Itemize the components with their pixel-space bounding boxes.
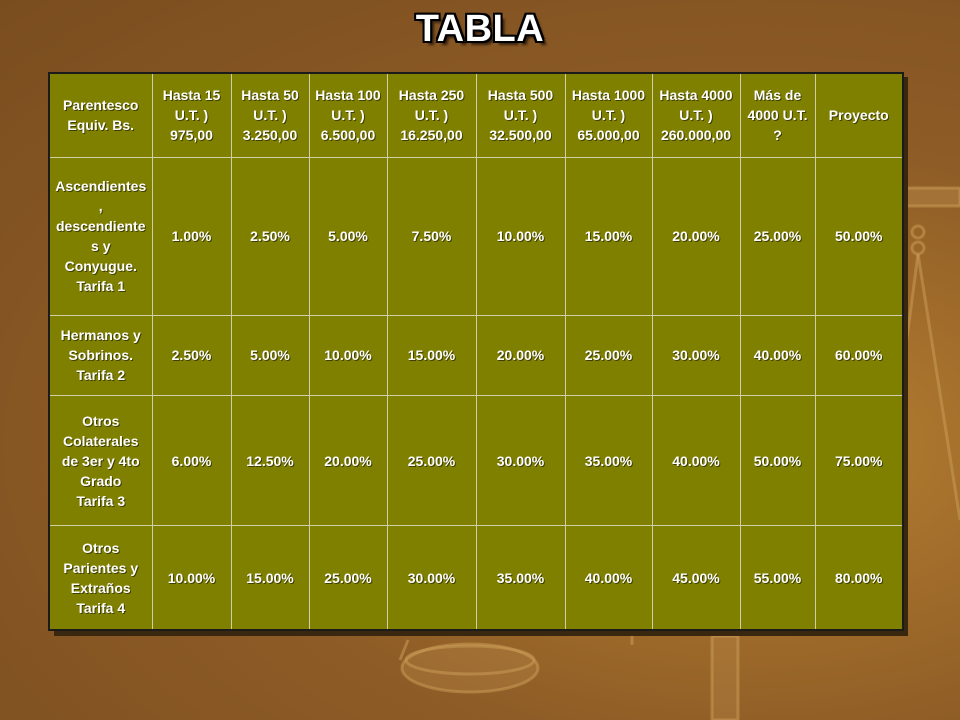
table-cell: 10.00% (151, 525, 232, 631)
column-header: Más de 4000 U.T. ? (739, 72, 816, 158)
tariff-table: Parentesco Equiv. Bs. Hasta 15 U.T. ) 97… (48, 72, 904, 631)
table-row: Hermanos y Sobrinos. Tarifa 2 2.50% 5.00… (48, 314, 904, 397)
table-cell: 35.00% (564, 395, 653, 527)
column-header: Hasta 4000 U.T. ) 260.000,00 (651, 72, 741, 158)
column-header: Hasta 50 U.T. ) 3.250,00 (230, 72, 310, 158)
table-cell: 20.00% (475, 314, 566, 397)
table-cell: 50.00% (739, 395, 816, 527)
table-cell: 5.00% (308, 156, 388, 316)
table-header-row: Parentesco Equiv. Bs. Hasta 15 U.T. ) 97… (48, 72, 904, 158)
row-label: Otros Parientes y Extraños Tarifa 4 (48, 525, 153, 631)
table-row: Otros Parientes y Extraños Tarifa 4 10.0… (48, 525, 904, 631)
table-cell: 35.00% (475, 525, 566, 631)
table-cell: 6.00% (151, 395, 232, 527)
table-cell: 5.00% (230, 314, 310, 397)
table-cell: 25.00% (308, 525, 388, 631)
table-cell: 55.00% (739, 525, 816, 631)
table-cell: 25.00% (386, 395, 477, 527)
table-cell: 2.50% (151, 314, 232, 397)
table-cell: 40.00% (651, 395, 741, 527)
table-cell: 60.00% (814, 314, 904, 397)
column-header: Hasta 1000 U.T. ) 65.000,00 (564, 72, 653, 158)
column-header: Parentesco Equiv. Bs. (48, 72, 153, 158)
column-header: Hasta 250 U.T. ) 16.250,00 (386, 72, 477, 158)
table-cell: 40.00% (739, 314, 816, 397)
table-cell: 10.00% (308, 314, 388, 397)
table-row: Otros Colaterales de 3er y 4to Grado Tar… (48, 395, 904, 527)
table-cell: 15.00% (564, 156, 653, 316)
table-cell: 25.00% (739, 156, 816, 316)
table-cell: 12.50% (230, 395, 310, 527)
table-cell: 15.00% (386, 314, 477, 397)
table-cell: 25.00% (564, 314, 653, 397)
row-label: Ascendientes , descendiente s y Conyugue… (48, 156, 153, 316)
table-cell: 2.50% (230, 156, 310, 316)
table-cell: 1.00% (151, 156, 232, 316)
table-cell: 45.00% (651, 525, 741, 631)
table-row: Ascendientes , descendiente s y Conyugue… (48, 156, 904, 316)
table-cell: 20.00% (651, 156, 741, 316)
table-cell: 30.00% (386, 525, 477, 631)
page-title: TABLA (415, 8, 545, 50)
table-cell: 10.00% (475, 156, 566, 316)
table-cell: 50.00% (814, 156, 904, 316)
table-cell: 15.00% (230, 525, 310, 631)
column-header: Hasta 500 U.T. ) 32.500,00 (475, 72, 566, 158)
column-header: Proyecto (814, 72, 904, 158)
table-cell: 80.00% (814, 525, 904, 631)
table-cell: 40.00% (564, 525, 653, 631)
table-cell: 75.00% (814, 395, 904, 527)
table-cell: 7.50% (386, 156, 477, 316)
row-label: Otros Colaterales de 3er y 4to Grado Tar… (48, 395, 153, 527)
table-cell: 30.00% (475, 395, 566, 527)
row-label: Hermanos y Sobrinos. Tarifa 2 (48, 314, 153, 397)
column-header: Hasta 15 U.T. ) 975,00 (151, 72, 232, 158)
column-header: Hasta 100 U.T. ) 6.500,00 (308, 72, 388, 158)
table-cell: 30.00% (651, 314, 741, 397)
table-cell: 20.00% (308, 395, 388, 527)
